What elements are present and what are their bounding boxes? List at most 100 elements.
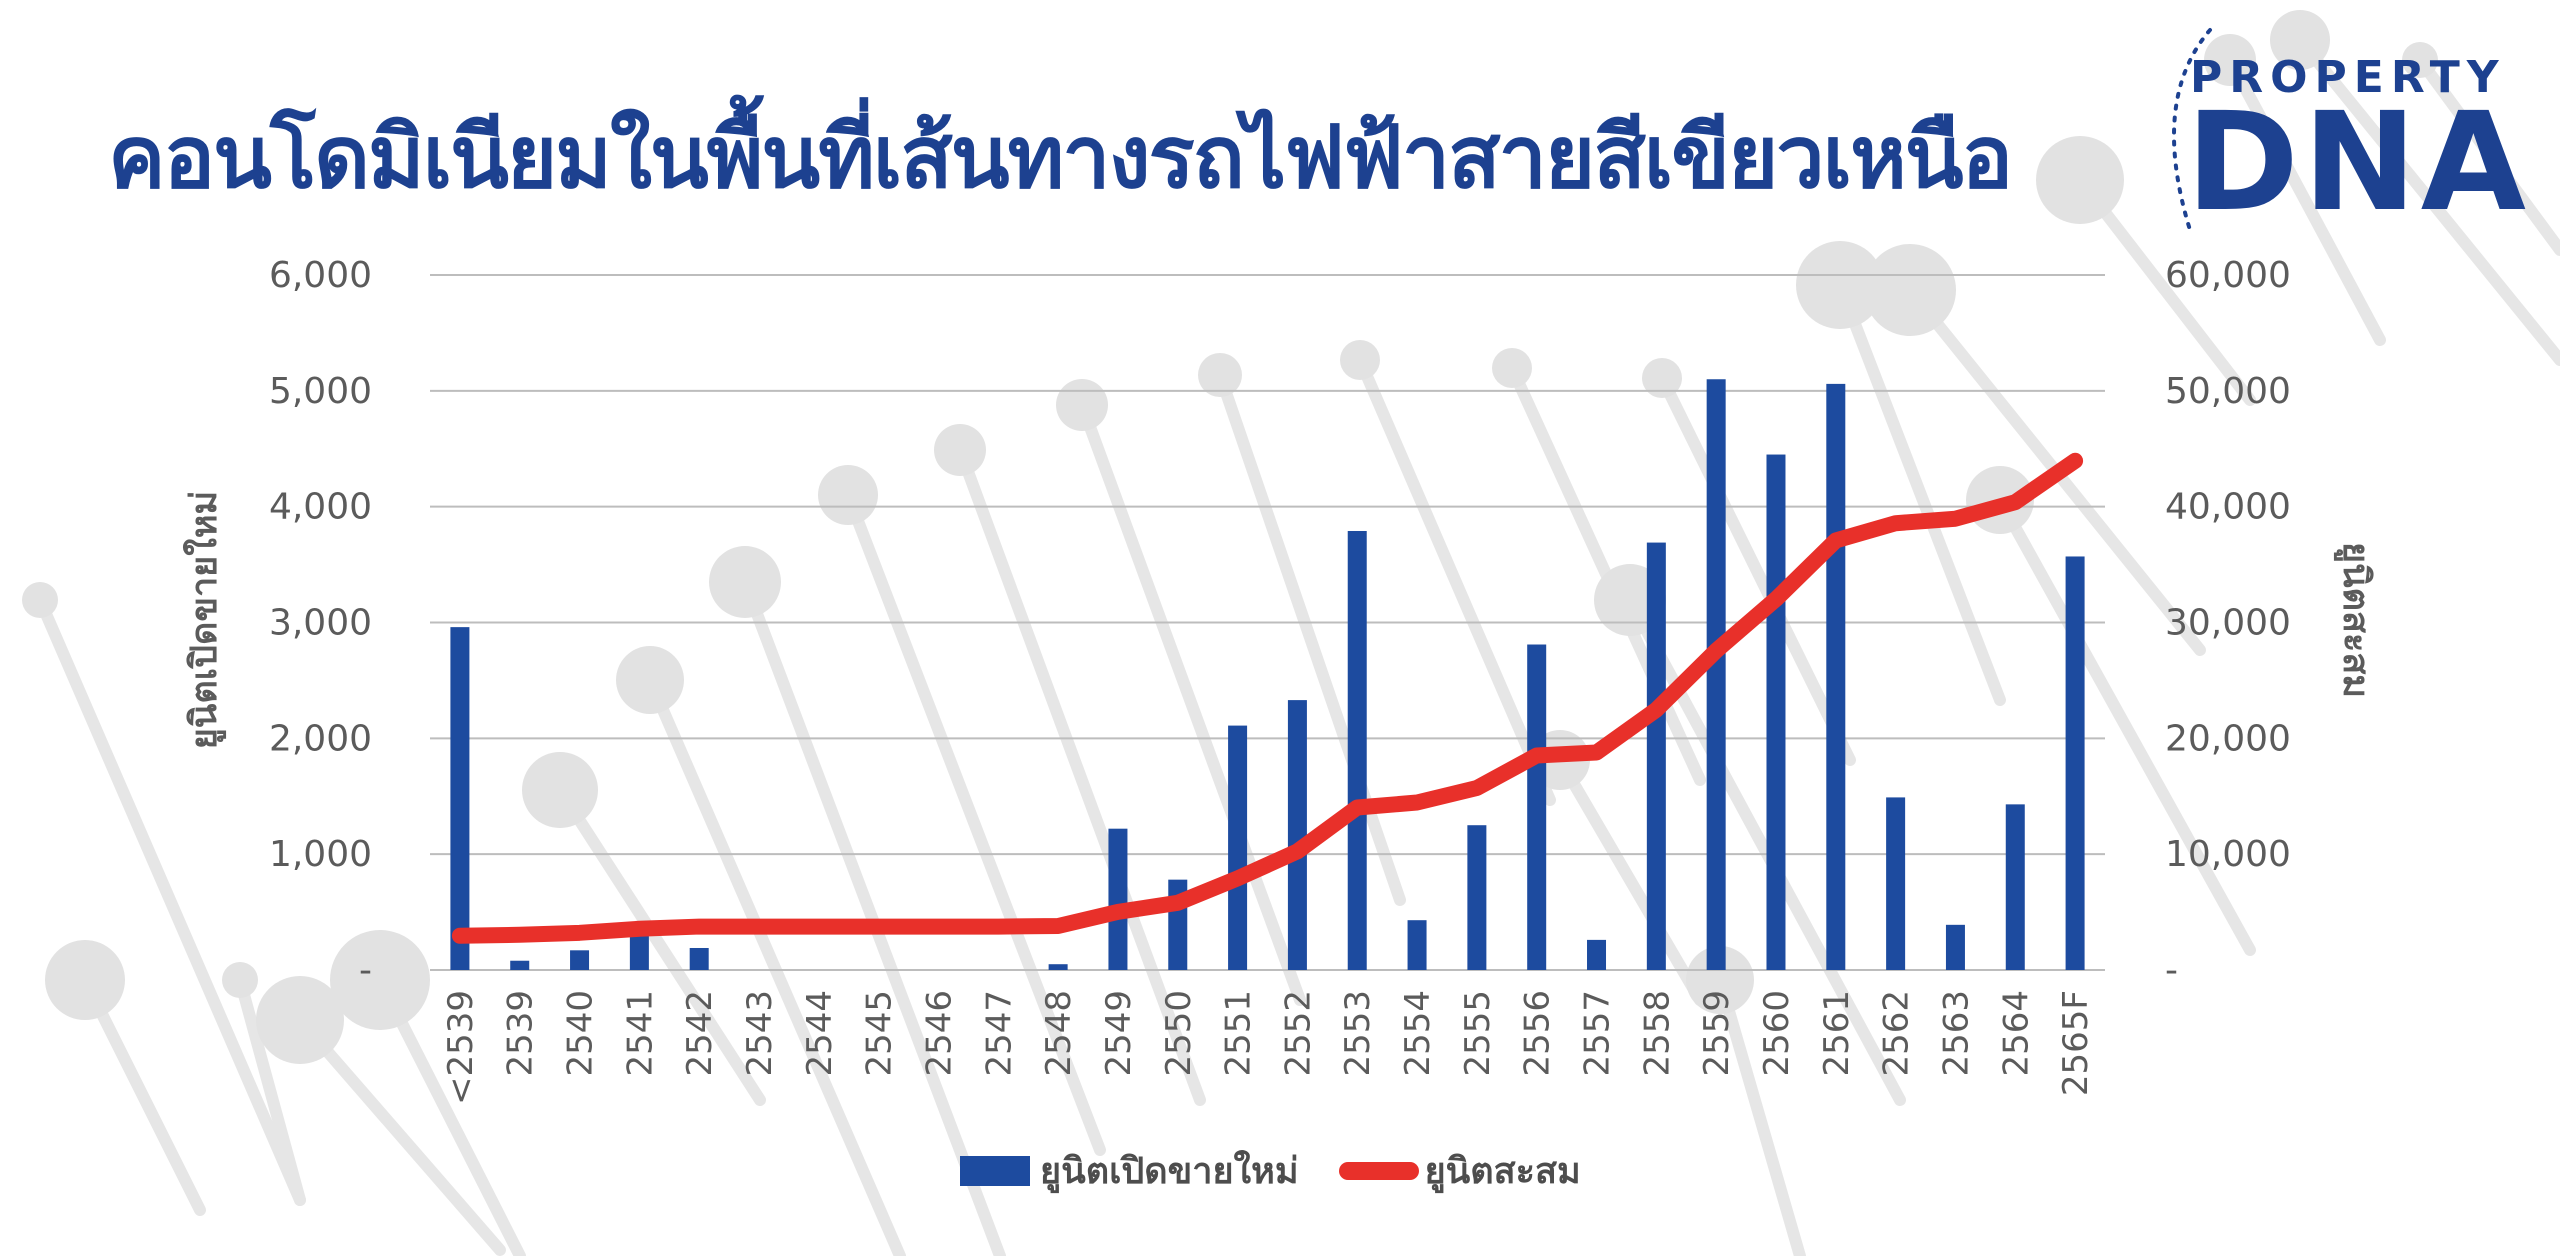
x-tick-label: 2548 bbox=[1039, 990, 1079, 1077]
bar bbox=[1527, 644, 1547, 970]
x-tick-label: 2549 bbox=[1099, 990, 1139, 1077]
x-tick-label: 2552 bbox=[1278, 990, 1318, 1077]
decorative-lollipop bbox=[330, 930, 526, 1256]
decorative-lollipop bbox=[1056, 379, 1306, 1006]
bar bbox=[1228, 725, 1248, 970]
right-tick-label: 40,000 bbox=[2165, 487, 2291, 528]
right-tick-label: 10,000 bbox=[2165, 834, 2291, 875]
right-tick-label: 20,000 bbox=[2165, 718, 2291, 759]
right-tick-label: 50,000 bbox=[2165, 371, 2291, 412]
x-tick-label: 2564 bbox=[1996, 990, 2036, 1077]
left-tick-label: 5,000 bbox=[269, 371, 372, 412]
x-tick-label: 2541 bbox=[620, 990, 660, 1077]
bar bbox=[570, 950, 590, 970]
left-tick-label: 6,000 bbox=[269, 255, 372, 296]
decorative-lollipop bbox=[1642, 358, 1856, 766]
logo-text-top: PROPERTY bbox=[2190, 52, 2506, 103]
x-tick-label: 2559 bbox=[1697, 990, 1737, 1077]
x-tick-label: 2540 bbox=[561, 990, 601, 1077]
x-tick-label: <2539 bbox=[441, 990, 481, 1105]
x-tick-label: 2551 bbox=[1219, 990, 1259, 1077]
page-title: คอนโดมิเนียมในพื้นที่เส้นทางรถไฟฟ้าสายสี… bbox=[108, 108, 2013, 208]
bar bbox=[1766, 454, 1786, 971]
x-tick-label: 2562 bbox=[1877, 990, 1917, 1077]
right-tick-label: 60,000 bbox=[2165, 255, 2291, 296]
bar bbox=[1646, 542, 1666, 970]
x-tick-label: 2553 bbox=[1338, 990, 1378, 1077]
bar bbox=[1287, 700, 1307, 970]
property-dna-logo: PROPERTY DNA bbox=[2130, 20, 2550, 250]
bar bbox=[1945, 924, 1965, 970]
decorative-lollipop bbox=[616, 646, 906, 1256]
legend: ยูนิตเปิดขายใหม่ ยูนิตสะสม bbox=[960, 1142, 1621, 1199]
x-tick-label: 2546 bbox=[919, 990, 959, 1077]
bar bbox=[2005, 804, 2025, 970]
left-tick-label: 4,000 bbox=[269, 487, 372, 528]
legend-item-bar: ยูนิตเปิดขายใหม่ bbox=[960, 1142, 1299, 1199]
decorative-lollipop bbox=[45, 940, 206, 1216]
decorative-lollipop bbox=[1340, 340, 1556, 806]
x-tick-label: 2547 bbox=[979, 990, 1019, 1077]
left-axis-title: ยูนิตเปิดขายใหม่ bbox=[182, 491, 227, 750]
x-tick-label: 2545 bbox=[860, 990, 900, 1077]
x-tick-label: 2560 bbox=[1757, 990, 1797, 1077]
bar bbox=[510, 960, 530, 970]
bar bbox=[1587, 939, 1607, 970]
right-axis-title: ยูนิตสะสม bbox=[2333, 542, 2376, 698]
bar bbox=[1108, 828, 1128, 970]
left-tick-label: - bbox=[359, 950, 372, 991]
legend-item-line: ยูนิตสะสม bbox=[1338, 1142, 1581, 1199]
bar bbox=[689, 947, 709, 970]
right-axis-ticks: - 10,000 20,000 30,000 40,000 50,000 60,000 bbox=[2165, 255, 2291, 991]
bar bbox=[1886, 797, 1906, 970]
x-tick-label: 2539 bbox=[501, 990, 541, 1077]
grid-lines bbox=[430, 274, 2105, 971]
logo-text-main: DNA bbox=[2186, 84, 2530, 242]
x-tick-label: 2565F bbox=[2056, 990, 2096, 1096]
left-tick-label: 1,000 bbox=[269, 834, 372, 875]
right-tick-label: - bbox=[2165, 950, 2178, 991]
x-tick-label: 2554 bbox=[1398, 990, 1438, 1077]
left-axis-ticks: - 1,000 2,000 3,000 4,000 5,000 6,000 bbox=[269, 255, 372, 991]
legend-label-line: ยูนิตสะสม bbox=[1424, 1151, 1581, 1192]
decorative-lollipop bbox=[22, 582, 306, 1206]
x-tick-label: 2558 bbox=[1637, 990, 1677, 1077]
left-tick-label: 2,000 bbox=[269, 718, 372, 759]
left-tick-label: 3,000 bbox=[269, 603, 372, 644]
decorative-lollipop bbox=[256, 976, 506, 1256]
decorative-lollipop bbox=[1686, 946, 1806, 1256]
bar bbox=[450, 627, 470, 970]
legend-label-bar: ยูนิตเปิดขายใหม่ bbox=[1040, 1151, 1299, 1192]
x-tick-label: 2556 bbox=[1518, 990, 1558, 1077]
logo-dots-icon bbox=[2172, 28, 2212, 232]
bar bbox=[1347, 530, 1367, 970]
decorative-lollipop bbox=[1796, 241, 2006, 706]
bar bbox=[1706, 379, 1726, 970]
bar bbox=[1467, 825, 1487, 970]
legend-swatch-line bbox=[1338, 1161, 1419, 1180]
decorative-lollipop bbox=[818, 465, 1106, 1156]
x-tick-label: 2561 bbox=[1817, 990, 1857, 1077]
x-tick-label: 2544 bbox=[800, 990, 840, 1077]
bar bbox=[1826, 383, 1846, 971]
line-series bbox=[451, 452, 2084, 944]
x-tick-label: 2543 bbox=[740, 990, 780, 1077]
decorative-lollipop bbox=[2402, 42, 2560, 256]
x-tick-label: 2557 bbox=[1578, 990, 1618, 1077]
cumulative-line bbox=[451, 452, 2084, 944]
bar bbox=[1407, 920, 1427, 970]
x-tick-label: 2563 bbox=[1936, 990, 1976, 1077]
x-axis-ticks: <2539 2539 2540 2541 2542 2543 2544 2545 2546 254… bbox=[441, 990, 2096, 1105]
decorative-lollipop bbox=[2270, 10, 2560, 366]
bar bbox=[2065, 556, 2085, 970]
decorative-lollipop bbox=[934, 424, 1206, 1106]
decorative-lollipop bbox=[222, 962, 306, 1206]
x-tick-label: 2550 bbox=[1159, 990, 1199, 1077]
x-tick-label: 2555 bbox=[1458, 990, 1498, 1077]
decorative-lollipop bbox=[522, 752, 766, 1106]
decorative-lollipop bbox=[2204, 34, 2386, 346]
decorative-lollipop bbox=[2036, 136, 2256, 406]
right-tick-label: 30,000 bbox=[2165, 603, 2291, 644]
